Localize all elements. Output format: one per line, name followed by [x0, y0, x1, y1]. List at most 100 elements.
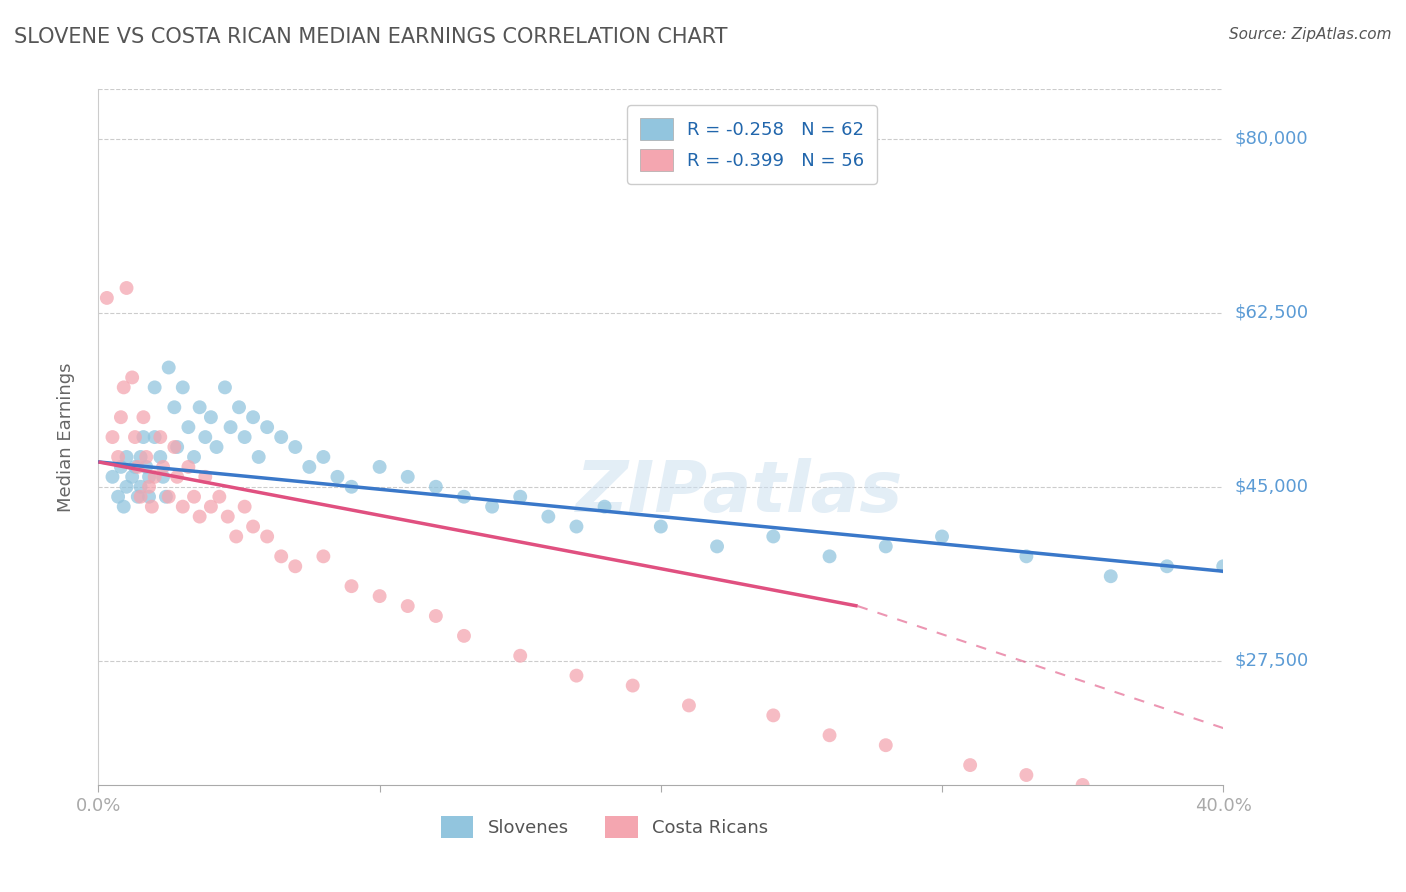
Point [368, 459, 391, 474]
Point [121, 470, 143, 484]
Point [340, 579, 363, 593]
Point [135, 450, 157, 464]
Point [194, 430, 217, 444]
Text: SLOVENE VS COSTA RICAN MEDIAN EARNINGS CORRELATION CHART: SLOVENE VS COSTA RICAN MEDIAN EARNINGS C… [14, 27, 727, 46]
Point [1156, 559, 1178, 574]
Point [284, 440, 307, 454]
Point [141, 500, 163, 514]
Point [233, 430, 256, 444]
Point [157, 360, 180, 375]
Point [225, 529, 247, 543]
Point [565, 668, 588, 682]
Point [270, 430, 292, 444]
Point [205, 440, 228, 454]
Point [149, 430, 172, 444]
Text: ZIPatlas: ZIPatlas [576, 458, 903, 527]
Point [138, 490, 160, 504]
Point [706, 540, 728, 554]
Point [188, 401, 211, 415]
Point [200, 500, 222, 514]
Point [217, 509, 239, 524]
Point [959, 758, 981, 772]
Legend: Slovenes, Costa Ricans: Slovenes, Costa Ricans [433, 809, 776, 846]
Point [127, 459, 149, 474]
Point [1184, 797, 1206, 812]
Point [110, 459, 132, 474]
Point [1015, 549, 1038, 564]
Point [256, 420, 278, 434]
Point [107, 450, 129, 464]
Point [270, 549, 292, 564]
Point [143, 430, 166, 444]
Point [107, 490, 129, 504]
Point [1240, 807, 1263, 822]
Point [138, 480, 160, 494]
Point [818, 728, 841, 742]
Point [115, 281, 138, 295]
Point [129, 480, 152, 494]
Point [818, 549, 841, 564]
Point [396, 599, 419, 613]
Point [228, 401, 250, 415]
Point [453, 490, 475, 504]
Point [242, 519, 264, 533]
Point [115, 480, 138, 494]
Text: $80,000: $80,000 [1234, 130, 1308, 148]
Point [242, 410, 264, 425]
Point [124, 459, 146, 474]
Point [188, 509, 211, 524]
Point [121, 370, 143, 384]
Point [762, 708, 785, 723]
Point [875, 540, 897, 554]
Point [110, 410, 132, 425]
Point [1353, 828, 1375, 842]
Point [143, 470, 166, 484]
Point [208, 490, 231, 504]
Point [1015, 768, 1038, 782]
Point [256, 529, 278, 543]
Point [152, 459, 174, 474]
Point [368, 589, 391, 603]
Point [875, 738, 897, 752]
Y-axis label: Median Earnings: Median Earnings [56, 362, 75, 512]
Point [284, 559, 307, 574]
Point [762, 529, 785, 543]
Text: Source: ZipAtlas.com: Source: ZipAtlas.com [1229, 27, 1392, 42]
Point [127, 490, 149, 504]
Point [124, 430, 146, 444]
Point [678, 698, 700, 713]
Point [650, 519, 672, 533]
Point [1212, 559, 1234, 574]
Point [101, 470, 124, 484]
Point [138, 470, 160, 484]
Point [1296, 818, 1319, 832]
Point [593, 500, 616, 514]
Point [166, 470, 188, 484]
Point [509, 490, 531, 504]
Point [312, 450, 335, 464]
Point [132, 430, 155, 444]
Point [931, 529, 953, 543]
Point [1099, 569, 1122, 583]
Point [177, 459, 200, 474]
Point [298, 459, 321, 474]
Point [396, 470, 419, 484]
Text: $45,000: $45,000 [1234, 478, 1309, 496]
Point [481, 500, 503, 514]
Point [340, 480, 363, 494]
Point [163, 440, 186, 454]
Point [1071, 778, 1094, 792]
Point [155, 490, 177, 504]
Point [112, 500, 135, 514]
Point [177, 420, 200, 434]
Point [152, 470, 174, 484]
Text: $62,500: $62,500 [1234, 304, 1309, 322]
Point [621, 679, 644, 693]
Point [509, 648, 531, 663]
Point [149, 450, 172, 464]
Point [96, 291, 118, 305]
Point [112, 380, 135, 394]
Point [233, 500, 256, 514]
Point [115, 450, 138, 464]
Point [132, 410, 155, 425]
